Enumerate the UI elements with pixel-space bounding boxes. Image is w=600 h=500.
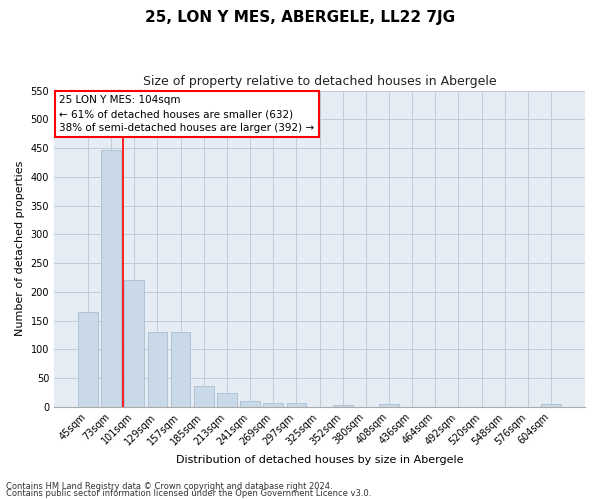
- Bar: [217, 393, 237, 407]
- Bar: [78, 312, 98, 407]
- Bar: [263, 403, 283, 407]
- Bar: [148, 332, 167, 407]
- Bar: [171, 332, 190, 407]
- Text: 25 LON Y MES: 104sqm
← 61% of detached houses are smaller (632)
38% of semi-deta: 25 LON Y MES: 104sqm ← 61% of detached h…: [59, 96, 314, 134]
- Bar: [101, 150, 121, 407]
- Bar: [541, 404, 561, 407]
- Text: Contains HM Land Registry data © Crown copyright and database right 2024.: Contains HM Land Registry data © Crown c…: [6, 482, 332, 491]
- Title: Size of property relative to detached houses in Abergele: Size of property relative to detached ho…: [143, 75, 496, 88]
- Text: 25, LON Y MES, ABERGELE, LL22 7JG: 25, LON Y MES, ABERGELE, LL22 7JG: [145, 10, 455, 25]
- Bar: [379, 404, 399, 407]
- Y-axis label: Number of detached properties: Number of detached properties: [15, 161, 25, 336]
- Text: Contains public sector information licensed under the Open Government Licence v3: Contains public sector information licen…: [6, 490, 371, 498]
- Bar: [333, 404, 353, 407]
- Bar: [287, 404, 306, 407]
- Bar: [240, 401, 260, 407]
- Bar: [194, 386, 214, 407]
- X-axis label: Distribution of detached houses by size in Abergele: Distribution of detached houses by size …: [176, 455, 463, 465]
- Bar: [124, 280, 144, 407]
